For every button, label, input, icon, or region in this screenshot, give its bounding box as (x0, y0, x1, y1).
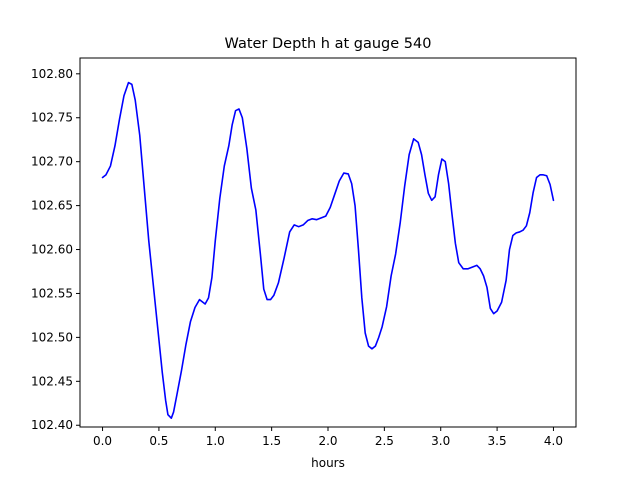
y-tick-label: 102.55 (31, 286, 73, 300)
x-tick-label: 1.0 (206, 434, 225, 448)
y-tick-label: 102.40 (31, 418, 73, 432)
y-axis: 102.40 102.45 102.50 102.55 102.60 102.65 102.… (31, 67, 80, 432)
x-tick-label: 0.0 (93, 434, 112, 448)
y-tick-label: 102.60 (31, 243, 73, 257)
x-tick-label: 3.5 (488, 434, 507, 448)
chart-title: Water Depth h at gauge 540 (225, 36, 432, 52)
x-axis-label: hours (311, 456, 345, 470)
series-line-0 (101, 81, 555, 420)
y-tick-label: 102.70 (31, 155, 73, 169)
x-tick-label: 3.0 (431, 434, 450, 448)
x-axis: 0.0 0.5 1.0 1.5 2.0 2.5 3.0 3.5 4.0 (93, 427, 563, 448)
x-tick-label: 4.0 (544, 434, 563, 448)
y-tick-label: 102.75 (31, 111, 73, 125)
x-tick-label: 0.5 (149, 434, 168, 448)
y-tick-label: 102.65 (31, 199, 73, 213)
x-tick-label: 2.0 (318, 434, 337, 448)
y-tick-label: 102.80 (31, 67, 73, 81)
x-tick-label: 2.5 (375, 434, 394, 448)
x-tick-label: 1.5 (262, 434, 281, 448)
y-tick-label: 102.45 (31, 374, 73, 388)
y-tick-label: 102.50 (31, 330, 73, 344)
